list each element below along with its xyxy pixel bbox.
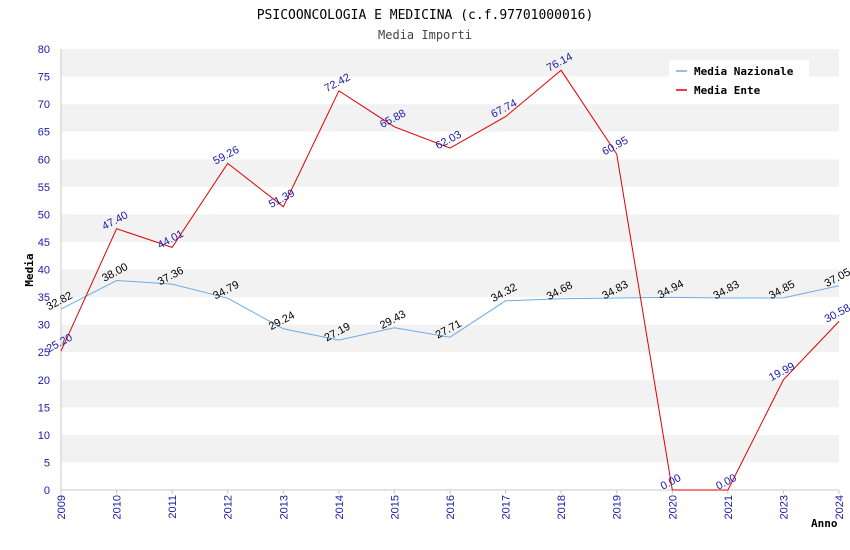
grid-band xyxy=(61,241,839,270)
x-tick-label: 2021 xyxy=(723,495,735,519)
chart-title: PSICOONCOLOGIA E MEDICINA (c.f.977010000… xyxy=(257,8,594,23)
grid-band xyxy=(61,324,839,353)
y-tick-label: 75 xyxy=(38,72,50,84)
x-tick-label: 2011 xyxy=(167,495,179,519)
series-line-media-nazionale xyxy=(60,279,840,341)
y-tick-label: 40 xyxy=(38,265,50,277)
x-tick-label: 2017 xyxy=(501,495,513,519)
series-lines xyxy=(60,69,840,491)
grid-band xyxy=(61,297,839,325)
y-tick-label: 0 xyxy=(44,485,50,497)
x-tick-label: 2009 xyxy=(56,495,68,519)
grid-band xyxy=(61,434,839,463)
grid-band xyxy=(61,186,839,215)
x-tick-label: 2012 xyxy=(223,495,235,519)
y-tick-label: 50 xyxy=(38,209,50,221)
grid-band xyxy=(61,379,839,408)
y-tick-label: 80 xyxy=(38,44,50,56)
x-tick-label: 2014 xyxy=(334,495,346,519)
grid-band xyxy=(61,352,839,380)
y-tick-label: 5 xyxy=(44,457,50,469)
legend-label-media-ente: Media Ente xyxy=(694,84,761,97)
y-tick-label: 15 xyxy=(38,402,50,414)
x-axis-ticks: 2009 2010 2011 2012 2013 2014 2015 2016 2017 2018… xyxy=(56,490,846,519)
chart-subtitle: Media Importi xyxy=(378,28,472,42)
x-axis-label: Anno xyxy=(811,517,838,530)
legend-box xyxy=(669,60,809,102)
y-tick-label: 30 xyxy=(38,320,50,332)
x-tick-label: 2016 xyxy=(445,495,457,519)
grid-band xyxy=(61,159,839,187)
y-tick-label: 70 xyxy=(38,99,50,111)
legend-label-media-nazionale: Media Nazionale xyxy=(694,65,794,78)
y-tick-label: 60 xyxy=(38,154,50,166)
y-tick-label: 55 xyxy=(38,182,50,194)
x-tick-label: 2024 xyxy=(834,495,846,519)
y-tick-label: 20 xyxy=(38,375,50,387)
grid-band xyxy=(61,269,839,298)
grid-band xyxy=(61,407,839,435)
y-axis-label: Media xyxy=(23,253,36,286)
x-tick-label: 2023 xyxy=(778,495,790,519)
grid-band xyxy=(61,462,839,490)
x-tick-label: 2019 xyxy=(612,495,624,519)
series-line-media-ente xyxy=(60,69,840,491)
grid-bands xyxy=(61,49,839,490)
x-tick-label: 2015 xyxy=(389,495,401,519)
legend: Media Nazionale Media Ente xyxy=(669,60,809,102)
y-tick-label: 45 xyxy=(38,237,50,249)
x-tick-label: 2018 xyxy=(556,495,568,519)
y-tick-label: 10 xyxy=(38,430,50,442)
y-tick-label: 35 xyxy=(38,292,50,304)
grid-band xyxy=(61,104,839,132)
grid-band xyxy=(61,131,839,160)
y-axis-ticks: 0 5 10 15 20 25 30 35 40 45 50 55 60 65 70 75 80 xyxy=(38,44,50,497)
y-tick-label: 65 xyxy=(38,127,50,139)
x-tick-label: 2010 xyxy=(112,495,124,519)
x-tick-label: 2020 xyxy=(667,495,679,519)
y-tick-label: 25 xyxy=(38,347,50,359)
x-tick-label: 2013 xyxy=(278,495,290,519)
